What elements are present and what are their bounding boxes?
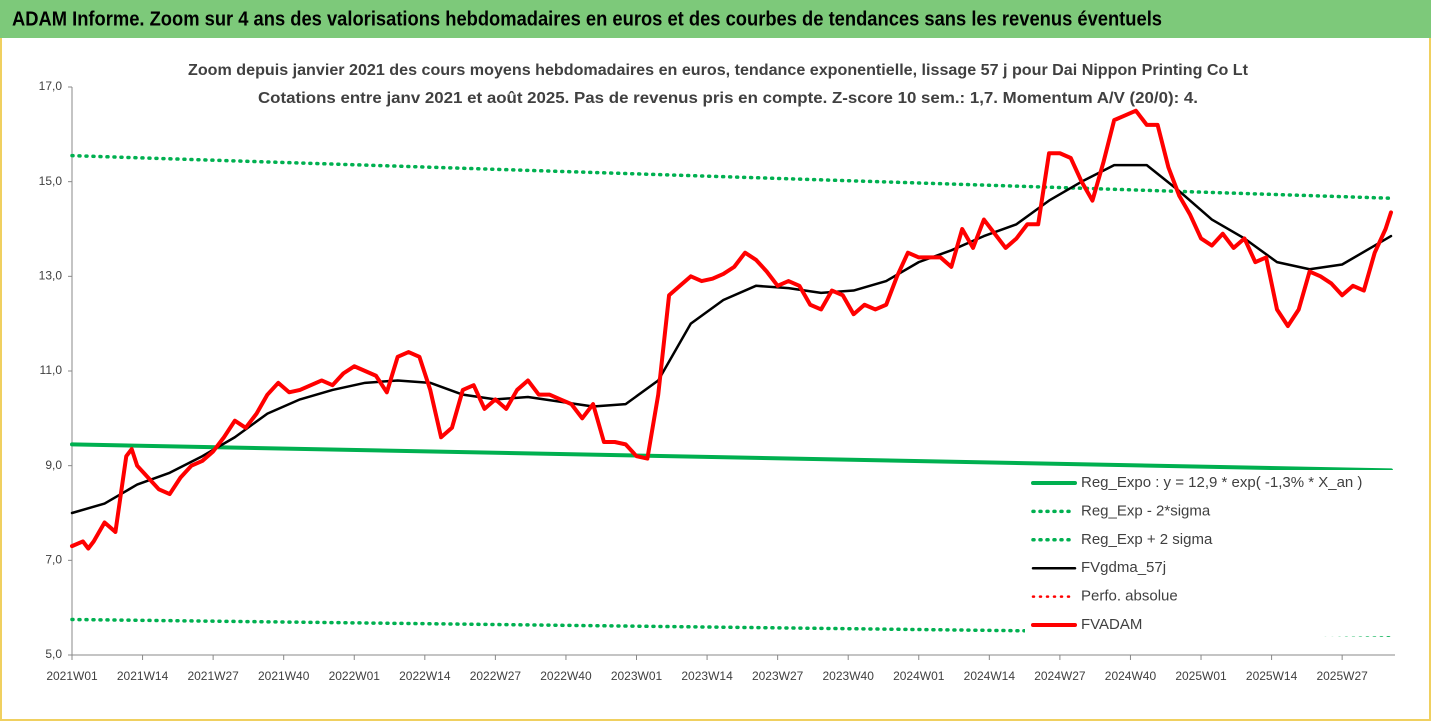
header-bar <box>0 0 1431 38</box>
y-tick-label: 13,0 <box>39 269 63 283</box>
x-tick-label: 2021W27 <box>187 669 239 683</box>
y-tick-label: 15,0 <box>39 174 63 188</box>
series-line <box>70 153 1393 200</box>
legend-label: Perfo. absolue <box>1081 588 1178 605</box>
x-tick-label: 2023W40 <box>823 669 875 683</box>
y-tick-label: 9,0 <box>45 458 62 472</box>
x-tick-label: 2024W01 <box>893 669 945 683</box>
header-title: ADAM Informe. Zoom sur 4 ans des valoris… <box>12 8 1162 30</box>
x-tick-label: 2022W40 <box>540 669 592 683</box>
x-tick-label: 2022W14 <box>399 669 451 683</box>
legend-box <box>1025 470 1395 636</box>
y-tick-label: 7,0 <box>45 553 62 567</box>
x-tick-label: 2023W01 <box>611 669 663 683</box>
x-tick-label: 2025W14 <box>1246 669 1298 683</box>
chart-title: Zoom depuis janvier 2021 des cours moyen… <box>188 62 1249 79</box>
y-tick-label: 11,0 <box>40 363 63 377</box>
series-line <box>70 163 1393 515</box>
legend-label: Reg_Expo : y = 12,9 * exp( -1,3% * X_an … <box>1081 474 1362 491</box>
x-tick-label: 2021W01 <box>46 669 98 683</box>
x-tick-label: 2025W01 <box>1175 669 1227 683</box>
x-tick-label: 2022W01 <box>329 669 381 683</box>
legend-label: Reg_Exp - 2*sigma <box>1081 502 1211 519</box>
x-tick-label: 2024W14 <box>964 669 1016 683</box>
x-tick-label: 2023W14 <box>681 669 733 683</box>
legend-label: FVADAM <box>1081 616 1142 633</box>
legend-label: FVgdma_57j <box>1081 559 1166 576</box>
y-tick-label: 5,0 <box>45 647 62 661</box>
legend-label: Reg_Exp + 2 sigma <box>1081 531 1213 548</box>
x-tick-label: 2024W27 <box>1034 669 1086 683</box>
x-tick-label: 2021W14 <box>117 669 169 683</box>
x-tick-label: 2023W27 <box>752 669 804 683</box>
x-tick-label: 2022W27 <box>470 669 522 683</box>
series-line <box>70 108 1393 551</box>
chart-subtitle: Cotations entre janv 2021 et août 2025. … <box>258 90 1198 107</box>
x-tick-label: 2024W40 <box>1105 669 1157 683</box>
y-tick-label: 17,0 <box>39 79 63 93</box>
x-tick-label: 2025W27 <box>1316 669 1368 683</box>
series-line <box>70 442 1393 473</box>
x-tick-label: 2021W40 <box>258 669 310 683</box>
